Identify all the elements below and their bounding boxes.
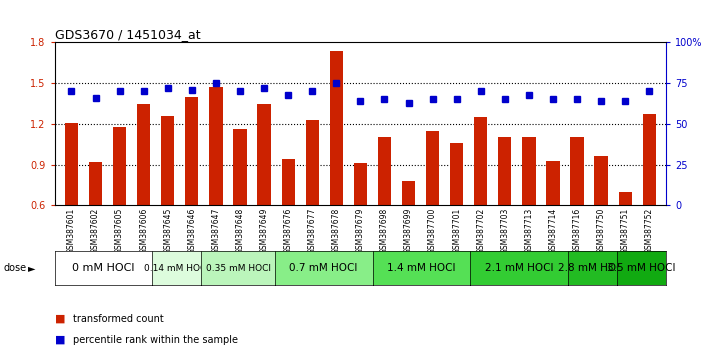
Text: transformed count: transformed count [73,314,164,324]
Bar [474,117,487,205]
Bar [258,104,271,205]
Bar [619,192,632,205]
Bar [450,143,463,205]
Text: ■: ■ [55,335,65,345]
Text: 2.1 mM HOCl: 2.1 mM HOCl [485,263,553,273]
Bar [137,104,150,205]
Text: 1.4 mM HOCl: 1.4 mM HOCl [387,263,456,273]
Text: 0 mM HOCl: 0 mM HOCl [72,263,135,273]
Bar [113,127,126,205]
Text: 0.14 mM HOCl: 0.14 mM HOCl [144,264,210,273]
Text: percentile rank within the sample: percentile rank within the sample [73,335,238,345]
Text: dose: dose [4,263,27,273]
Bar [426,131,439,205]
Text: 3.5 mM HOCl: 3.5 mM HOCl [607,263,676,273]
Bar [571,137,584,205]
Bar [161,116,175,205]
Text: GDS3670 / 1451034_at: GDS3670 / 1451034_at [55,28,200,41]
Bar [330,51,343,205]
Bar [595,156,608,205]
Text: ■: ■ [55,314,65,324]
Text: 0.35 mM HOCl: 0.35 mM HOCl [205,264,271,273]
Bar [643,114,656,205]
Bar [209,87,223,205]
Text: ►: ► [28,263,35,273]
Bar [546,161,560,205]
Bar [498,137,512,205]
Bar [354,163,367,205]
Bar [402,181,415,205]
Bar [378,137,391,205]
Bar [185,97,199,205]
Bar [522,137,536,205]
Bar [234,129,247,205]
Text: 0.7 mM HOCl: 0.7 mM HOCl [290,263,358,273]
Bar [89,162,102,205]
Text: 2.8 mM HOCl: 2.8 mM HOCl [558,263,627,273]
Bar [282,159,295,205]
Bar [65,122,78,205]
Bar [306,120,319,205]
